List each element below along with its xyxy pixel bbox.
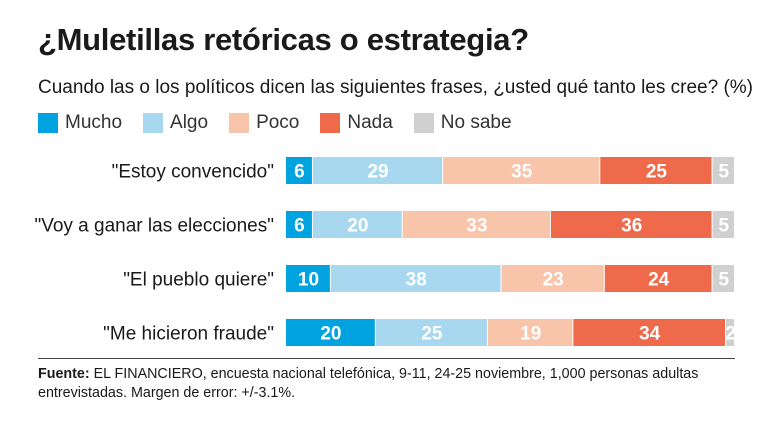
bar-nada-voy-a-ganar-las-elecciones xyxy=(550,211,712,238)
bar-poco-estoy-convencido xyxy=(443,157,600,184)
legend-item-algo: Algo xyxy=(143,112,208,134)
bar-poco-voy-a-ganar-las-elecciones xyxy=(402,211,550,238)
legend-label-nada: Nada xyxy=(347,112,393,133)
legend-item-mucho: Mucho xyxy=(38,112,122,134)
source-text: EL FINANCIERO, encuesta nacional telefón… xyxy=(38,366,699,401)
category-label-estoy-convencido: "Estoy convencido" xyxy=(112,162,274,183)
value-label-no-sabe-estoy-convencido: 5 xyxy=(718,162,729,183)
bar-nada-el-pueblo-quiere xyxy=(604,265,712,292)
bar-mucho-estoy-convencido xyxy=(286,157,312,184)
value-label-poco-me-hicieron-fraude: 19 xyxy=(520,324,541,345)
value-label-poco-estoy-convencido: 35 xyxy=(511,162,533,183)
value-label-poco-el-pueblo-quiere: 23 xyxy=(543,270,564,291)
bar-algo-me-hicieron-fraude xyxy=(375,319,488,346)
source-label: Fuente: xyxy=(38,366,90,382)
category-label-me-hicieron-fraude: "Me hicieron fraude" xyxy=(103,324,274,345)
value-label-mucho-estoy-convencido: 6 xyxy=(294,162,305,183)
value-label-nada-voy-a-ganar-las-elecciones: 36 xyxy=(621,216,642,237)
legend-label-no-sabe: No sabe xyxy=(440,112,512,133)
value-label-mucho-voy-a-ganar-las-elecciones: 6 xyxy=(294,216,305,237)
value-label-no-sabe-voy-a-ganar-las-elecciones: 5 xyxy=(718,216,729,237)
value-label-nada-estoy-convencido: 25 xyxy=(646,162,668,183)
footer-source: Fuente: EL FINANCIERO, encuesta nacional… xyxy=(38,365,738,403)
value-label-nada-el-pueblo-quiere: 24 xyxy=(648,270,670,291)
value-label-poco-voy-a-ganar-las-elecciones: 33 xyxy=(466,216,487,237)
category-label-voy-a-ganar-las-elecciones: "Voy a ganar las elecciones" xyxy=(34,216,274,237)
bar-mucho-voy-a-ganar-las-elecciones xyxy=(286,211,312,238)
bar-algo-estoy-convencido xyxy=(312,157,443,184)
bar-mucho-el-pueblo-quiere xyxy=(286,265,330,292)
value-label-algo-estoy-convencido: 29 xyxy=(367,162,388,183)
legend-label-mucho: Mucho xyxy=(65,112,123,133)
legend-swatch-no-sabe xyxy=(413,113,434,133)
bar-algo-el-pueblo-quiere xyxy=(330,265,501,292)
category-label-el-pueblo-quiere: "El pueblo quiere" xyxy=(123,270,274,291)
legend-label-algo: Algo xyxy=(170,112,209,133)
value-label-no-sabe-me-hicieron-fraude: 2 xyxy=(725,324,736,345)
bar-nada-estoy-convencido xyxy=(600,157,712,184)
bar-nada-me-hicieron-fraude xyxy=(573,319,726,346)
legend-swatch-nada xyxy=(320,113,341,133)
value-label-mucho-el-pueblo-quiere: 10 xyxy=(298,270,319,291)
legend-item-poco: Poco xyxy=(229,112,299,134)
stacked-bar-chart: "Estoy convencido" 6 29 35 25 5"Voy a ganar l… xyxy=(34,157,736,346)
value-label-algo-me-hicieron-fraude: 25 xyxy=(421,324,443,345)
legend: Mucho Algo Poco Nada No sabe xyxy=(38,111,533,135)
bar-mucho-me-hicieron-fraude xyxy=(286,319,375,346)
value-label-algo-el-pueblo-quiere: 38 xyxy=(406,270,427,291)
bar-no-sabe-el-pueblo-quiere xyxy=(712,265,734,292)
bar-no-sabe-voy-a-ganar-las-elecciones xyxy=(712,211,734,238)
value-label-nada-me-hicieron-fraude: 34 xyxy=(639,324,661,345)
legend-swatch-poco xyxy=(229,113,250,133)
value-label-no-sabe-el-pueblo-quiere: 5 xyxy=(718,270,729,291)
legend-item-nada: Nada xyxy=(320,112,393,134)
value-label-mucho-me-hicieron-fraude: 20 xyxy=(320,324,341,345)
bar-no-sabe-estoy-convencido xyxy=(712,157,734,184)
value-label-algo-voy-a-ganar-las-elecciones: 20 xyxy=(347,216,368,237)
footer-divider xyxy=(38,358,735,359)
legend-swatch-mucho xyxy=(38,113,58,133)
bar-poco-el-pueblo-quiere xyxy=(501,265,604,292)
bar-no-sabe-me-hicieron-fraude xyxy=(726,319,734,346)
legend-label-poco: Poco xyxy=(256,112,300,133)
legend-swatch-algo xyxy=(143,113,164,133)
legend-item-no-sabe: No sabe xyxy=(413,112,512,134)
chart-title: ¿Muletillas retóricas o estrategia? xyxy=(38,22,529,57)
chart-subtitle: Cuando las o los políticos dicen las sig… xyxy=(38,77,753,98)
bar-algo-voy-a-ganar-las-elecciones xyxy=(312,211,402,238)
bar-poco-me-hicieron-fraude xyxy=(488,319,573,346)
